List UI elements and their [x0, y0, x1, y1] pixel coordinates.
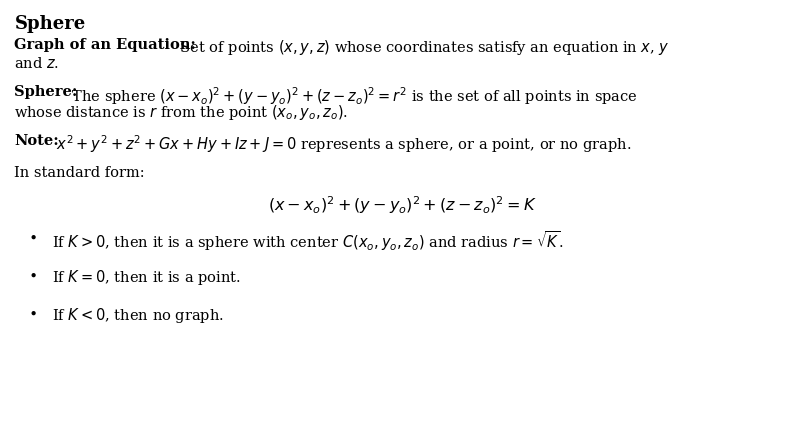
Text: Sphere: Sphere — [14, 15, 86, 33]
Text: In standard form:: In standard form: — [14, 166, 145, 180]
Text: $x^2 + y^2 + z^2 + Gx + Hy + Iz + J = 0$ represents a sphere, or a point, or no : $x^2 + y^2 + z^2 + Gx + Hy + Iz + J = 0$… — [52, 134, 631, 155]
Text: Note:: Note: — [14, 134, 59, 148]
Text: $\bullet$: $\bullet$ — [28, 229, 37, 243]
Text: If $K > 0$, then it is a sphere with center $C(x_o, y_o, z_o)$ and radius $r = \: If $K > 0$, then it is a sphere with cen… — [52, 229, 563, 253]
Text: whose distance is $r$ from the point $(x_o, y_o, z_o)$.: whose distance is $r$ from the point $(x… — [14, 103, 348, 122]
Text: $\bullet$: $\bullet$ — [28, 268, 37, 282]
Text: Graph of an Equation:: Graph of an Equation: — [14, 38, 196, 52]
Text: and $z$.: and $z$. — [14, 56, 59, 71]
Text: If $K = 0$, then it is a point.: If $K = 0$, then it is a point. — [52, 268, 241, 287]
Text: If $K < 0$, then no graph.: If $K < 0$, then no graph. — [52, 306, 224, 325]
Text: $(x - x_o)^2 + (y - y_o)^2 + (z - z_o)^2 = K$: $(x - x_o)^2 + (y - y_o)^2 + (z - z_o)^2… — [267, 195, 536, 216]
Text: The sphere $(x - x_o)^2 + (y - y_o)^2 + (z - z_o)^2 = r^2$ is the set of all poi: The sphere $(x - x_o)^2 + (y - y_o)^2 + … — [67, 85, 637, 107]
Text: $\bullet$: $\bullet$ — [28, 306, 37, 320]
Text: Sphere:: Sphere: — [14, 85, 78, 99]
Text: Set of points $(x, y, z)$ whose coordinates satisfy an equation in $x$, $y$: Set of points $(x, y, z)$ whose coordina… — [175, 38, 669, 58]
